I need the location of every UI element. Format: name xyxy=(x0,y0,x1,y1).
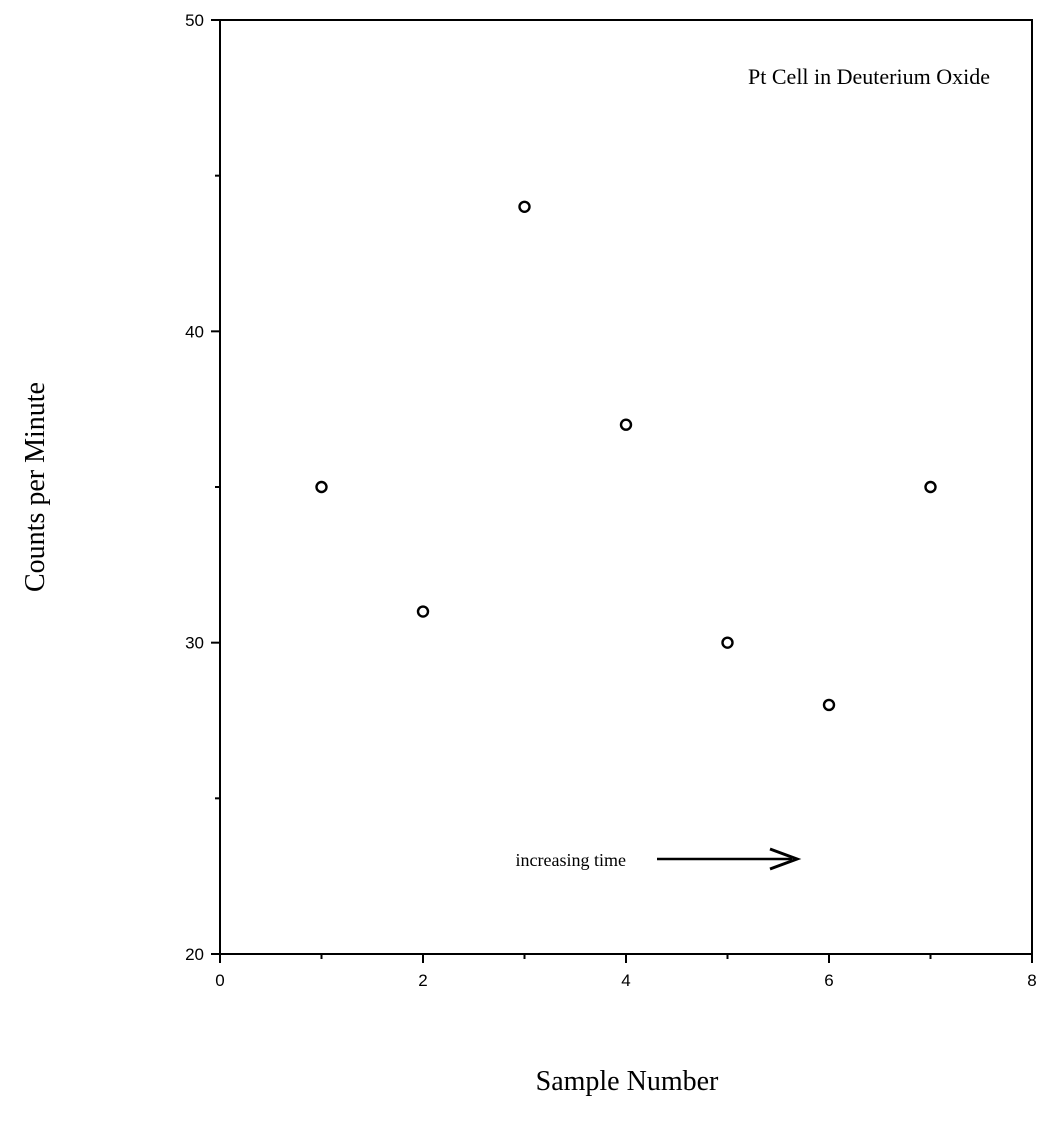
data-point xyxy=(416,605,430,618)
data-point xyxy=(518,200,531,214)
data-point xyxy=(924,480,937,494)
y-axis-title: Counts per Minute xyxy=(20,382,51,592)
data-point xyxy=(315,480,328,494)
x-tick-label: 2 xyxy=(418,971,427,990)
x-tick-label: 4 xyxy=(621,971,630,990)
data-point xyxy=(721,636,734,649)
y-tick-label: 50 xyxy=(185,11,204,30)
time-arrow xyxy=(657,847,802,871)
tick-labels: 0 2 4 6 8 20 30 40 50 xyxy=(185,11,1037,990)
y-tick-label: 30 xyxy=(185,634,204,653)
data-point xyxy=(619,418,633,431)
y-tick-label: 40 xyxy=(185,322,204,341)
annotation-title: Pt Cell in Deuterium Oxide xyxy=(748,64,990,89)
plot-frame xyxy=(219,19,1033,955)
x-tick-label: 8 xyxy=(1027,971,1036,990)
x-axis-title: Sample Number xyxy=(536,1066,719,1097)
data-point xyxy=(822,698,836,712)
data-points xyxy=(315,200,937,712)
x-tick-label: 6 xyxy=(824,971,833,990)
x-tick-label: 0 xyxy=(215,971,224,990)
axis-ticks xyxy=(211,19,1033,963)
y-tick-label: 20 xyxy=(185,945,204,964)
annotation-time-label: increasing time xyxy=(516,850,626,870)
